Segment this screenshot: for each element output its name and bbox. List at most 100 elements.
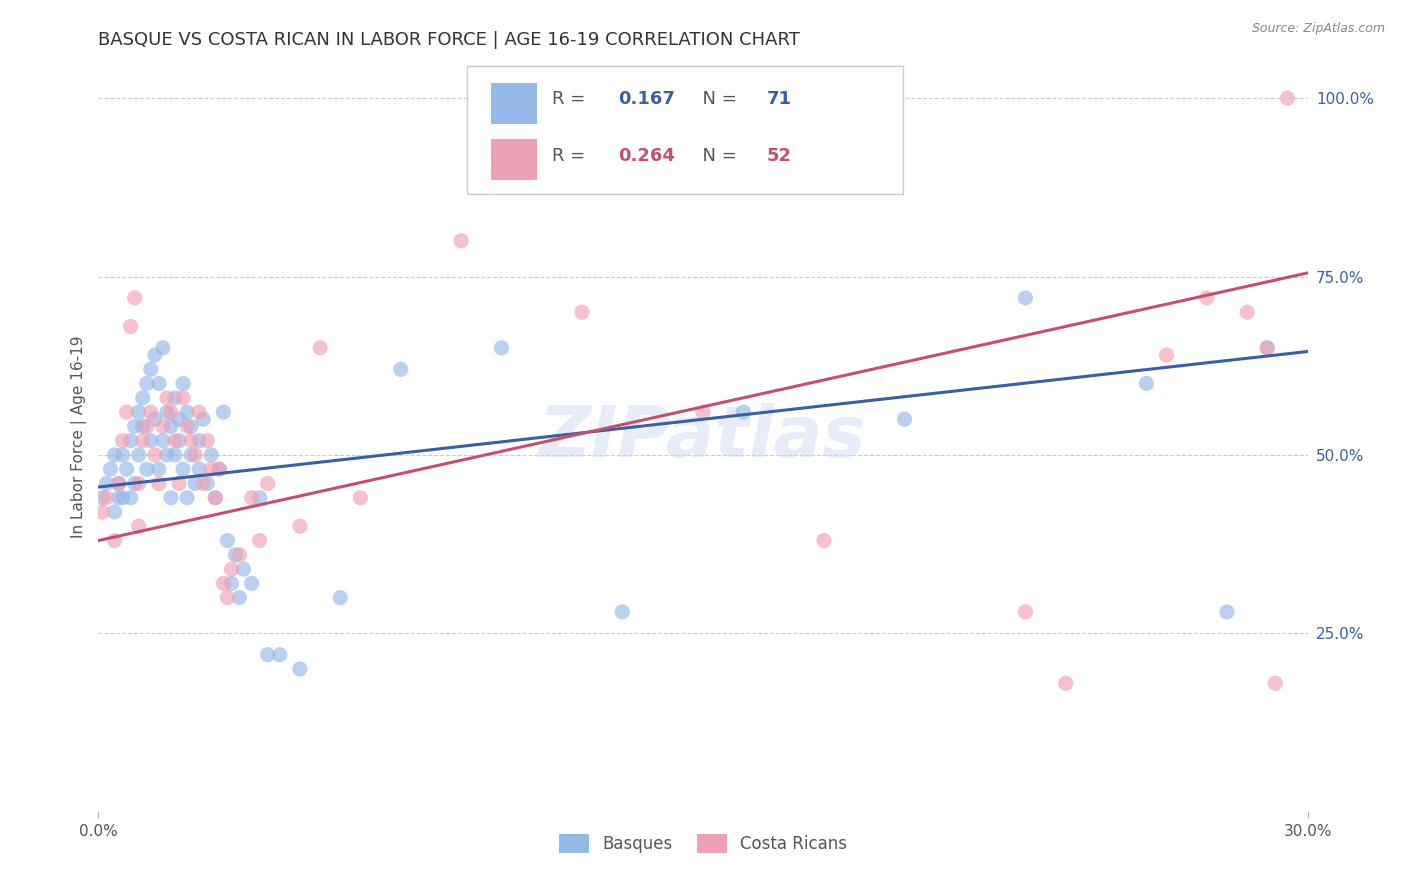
- Point: [1256, 341, 1278, 355]
- Point: [111, 434, 134, 448]
- Point: [1236, 305, 1258, 319]
- Point: [103, 533, 125, 548]
- Point: [1277, 91, 1299, 105]
- Point: [107, 476, 129, 491]
- Point: [107, 491, 129, 505]
- Point: [111, 491, 134, 505]
- Point: [389, 362, 412, 376]
- Point: [91, 491, 114, 505]
- Point: [208, 462, 231, 476]
- Point: [160, 491, 183, 505]
- Point: [288, 519, 311, 533]
- FancyBboxPatch shape: [467, 66, 903, 194]
- Point: [180, 419, 202, 434]
- Point: [176, 405, 198, 419]
- Point: [813, 533, 835, 548]
- Point: [163, 434, 186, 448]
- Point: [176, 419, 198, 434]
- Point: [692, 405, 714, 419]
- Text: 0.264: 0.264: [619, 147, 675, 165]
- Point: [135, 419, 157, 434]
- Point: [124, 419, 146, 434]
- Point: [139, 405, 162, 419]
- Point: [204, 491, 226, 505]
- Point: [217, 591, 239, 605]
- Point: [139, 434, 162, 448]
- Point: [167, 412, 190, 426]
- Point: [188, 405, 211, 419]
- Point: [156, 448, 179, 462]
- Point: [91, 505, 114, 519]
- Text: ZIPatlas: ZIPatlas: [540, 402, 866, 472]
- Point: [160, 405, 183, 419]
- Point: [269, 648, 291, 662]
- Text: R =: R =: [551, 147, 591, 165]
- Point: [96, 476, 118, 491]
- Point: [212, 405, 235, 419]
- Point: [100, 462, 122, 476]
- Point: [120, 319, 142, 334]
- Point: [256, 648, 278, 662]
- Point: [120, 434, 142, 448]
- Point: [204, 491, 226, 505]
- Text: N =: N =: [690, 90, 742, 108]
- Legend: Basques, Costa Ricans: Basques, Costa Ricans: [553, 827, 853, 860]
- Point: [1216, 605, 1239, 619]
- Point: [193, 412, 215, 426]
- Point: [349, 491, 371, 505]
- Point: [152, 434, 174, 448]
- Point: [195, 434, 218, 448]
- Point: [733, 405, 755, 419]
- Point: [128, 448, 150, 462]
- Point: [160, 419, 183, 434]
- Point: [1135, 376, 1157, 391]
- Point: [156, 405, 179, 419]
- Point: [491, 341, 513, 355]
- Point: [224, 548, 246, 562]
- Point: [107, 476, 129, 491]
- Point: [212, 576, 235, 591]
- Point: [249, 533, 271, 548]
- Point: [208, 462, 231, 476]
- Point: [167, 476, 190, 491]
- Point: [221, 562, 243, 576]
- Point: [115, 462, 138, 476]
- Point: [450, 234, 472, 248]
- Point: [228, 591, 250, 605]
- Point: [152, 419, 174, 434]
- Point: [200, 448, 222, 462]
- Point: [124, 476, 146, 491]
- Point: [571, 305, 593, 319]
- Point: [249, 491, 271, 505]
- Point: [240, 491, 263, 505]
- Point: [135, 462, 157, 476]
- Point: [228, 548, 250, 562]
- Point: [1256, 341, 1278, 355]
- Point: [163, 448, 186, 462]
- Text: BASQUE VS COSTA RICAN IN LABOR FORCE | AGE 16-19 CORRELATION CHART: BASQUE VS COSTA RICAN IN LABOR FORCE | A…: [98, 31, 800, 49]
- Point: [288, 662, 311, 676]
- FancyBboxPatch shape: [492, 83, 537, 124]
- Point: [1156, 348, 1178, 362]
- Point: [96, 491, 118, 505]
- Point: [172, 462, 194, 476]
- Point: [103, 505, 125, 519]
- Point: [200, 462, 222, 476]
- Point: [221, 576, 243, 591]
- Text: N =: N =: [690, 147, 742, 165]
- Point: [1264, 676, 1286, 690]
- Text: Source: ZipAtlas.com: Source: ZipAtlas.com: [1251, 22, 1385, 36]
- Point: [172, 391, 194, 405]
- Point: [180, 448, 202, 462]
- Point: [143, 448, 166, 462]
- Point: [148, 476, 170, 491]
- Point: [232, 562, 254, 576]
- Point: [1014, 291, 1036, 305]
- Point: [1054, 676, 1077, 690]
- Point: [128, 405, 150, 419]
- Point: [329, 591, 352, 605]
- Point: [1195, 291, 1218, 305]
- Point: [132, 434, 155, 448]
- Point: [124, 291, 146, 305]
- Point: [143, 348, 166, 362]
